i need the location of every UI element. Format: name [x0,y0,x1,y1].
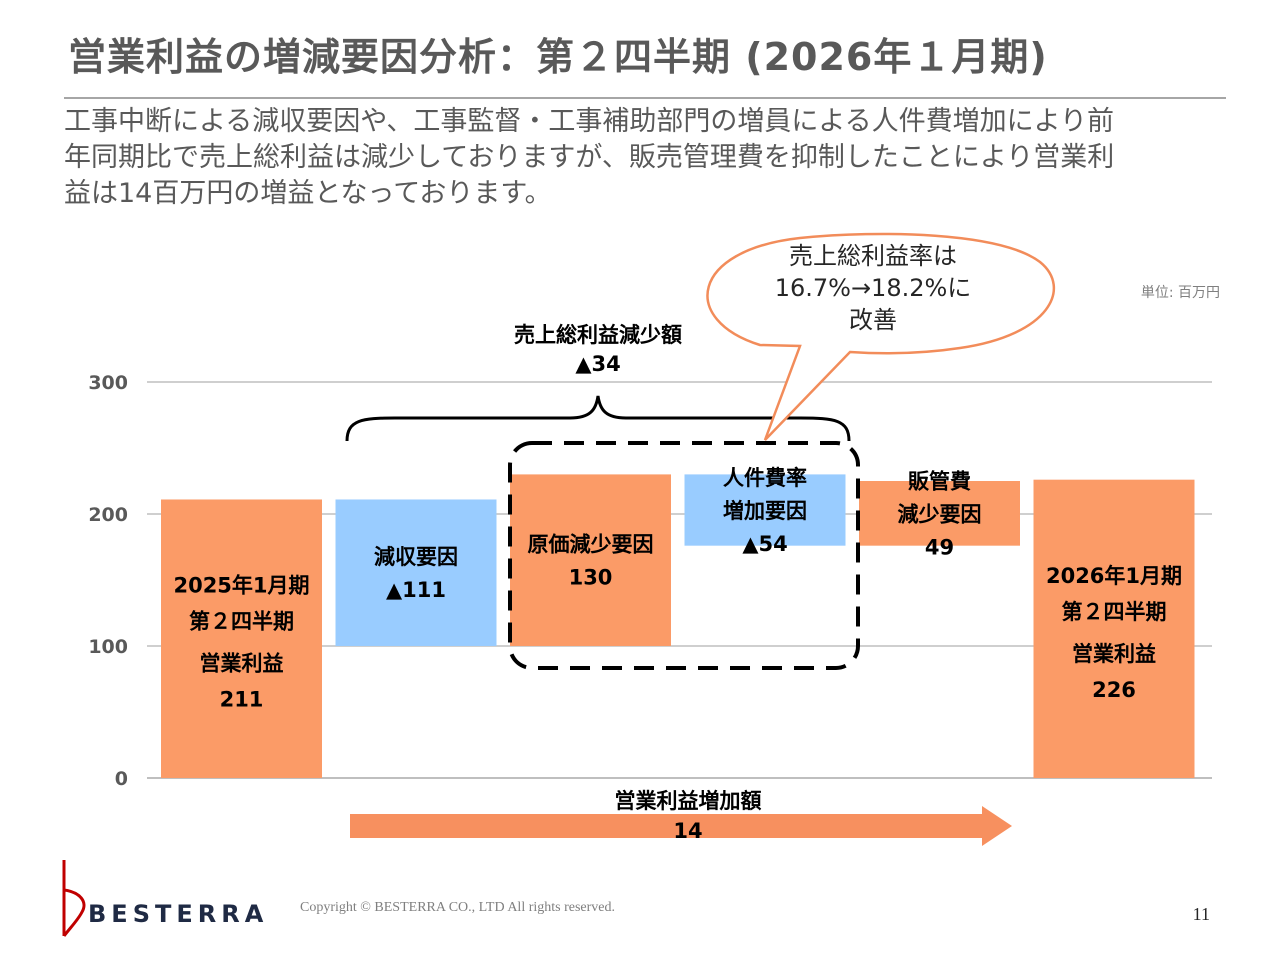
bar-label-revenue: ▲111 [386,578,446,602]
gross-profit-note-title: 売上総利益減少額 [514,323,682,347]
bar-revenue [335,499,497,646]
logo-mark-curve [62,888,86,937]
bar-label-sga: 販管費 [908,469,971,493]
logo-wordmark: BESTERRA [88,900,268,928]
gross-profit-brace [345,395,851,442]
bar-current [1033,479,1195,778]
lead-line: 年同期比で売上総利益は減少しておりますが、販売管理費を抑制したことにより営業利 [64,142,1115,173]
bar-label-current: 営業利益 [1072,642,1156,666]
callout-line: 売上総利益率は [789,242,957,270]
y-tick-label: 300 [88,372,128,394]
bar-label-personnel: 人件費率 [723,466,807,490]
lead-paragraph: 工事中断による減収要因や、工事監督・工事補助部門の増員による人件費増加により前 … [64,104,1234,212]
y-tick-label: 200 [88,504,128,526]
bar-label-prev: 営業利益 [200,652,284,676]
callout-bubble [706,232,1056,441]
besterra-logo: BESTERRA [62,860,268,937]
bar-label-current: 2026年1月期 [1046,564,1182,588]
bar-label-cost: 原価減少要因 [528,533,654,557]
bar-layer [161,474,1195,778]
bar-label-layer: 2025年1月期第２四半期営業利益211減収要因▲111原価減少要因130人件費… [173,466,1182,712]
callout-line: 改善 [849,306,897,334]
bar-label-personnel: ▲54 [742,532,787,556]
callout-text: 売上総利益率は 16.7%→18.2%に 改善 [718,240,1028,336]
page-title: 営業利益の増減要因分析：第２四半期 (2026年１月期) [68,35,1048,79]
bar-prev [161,499,322,778]
bar-label-sga: 49 [925,535,954,559]
bar-cost [510,474,671,646]
unit-label: 単位: 百万円 [1140,285,1220,301]
bar-label-prev: 2025年1月期 [173,574,309,598]
title-divider [64,97,1226,99]
bar-label-current: 226 [1092,678,1136,702]
lead-line: 益は14百万円の増益となっております。 [64,178,552,209]
y-tick-label: 100 [88,636,128,658]
page-number: 11 [1192,904,1210,924]
operating-profit-note-value: 14 [673,819,702,843]
operating-profit-arrow [350,806,1012,846]
operating-profit-note-title: 営業利益増加額 [615,789,762,813]
lead-line: 工事中断による減収要因や、工事監督・工事補助部門の増員による人件費増加により前 [64,106,1115,137]
bar-personnel [684,474,846,546]
bar-label-current: 第２四半期 [1062,600,1167,624]
bar-label-sga: 減少要因 [898,502,982,526]
gross-profit-note-value: ▲34 [575,352,620,376]
copyright-text: Copyright © BESTERRA CO., LTD All rights… [300,900,616,915]
bar-label-cost: 130 [569,566,613,590]
y-tick-label: 0 [115,768,128,790]
bar-sga [859,481,1020,546]
bar-label-prev: 第２四半期 [189,610,294,634]
bar-label-revenue: 減収要因 [374,545,458,569]
bar-label-prev: 211 [220,688,264,712]
bar-label-personnel: 増加要因 [723,499,807,523]
gross-profit-dashed-box [508,441,860,670]
callout-line: 16.7%→18.2%に [774,274,972,302]
